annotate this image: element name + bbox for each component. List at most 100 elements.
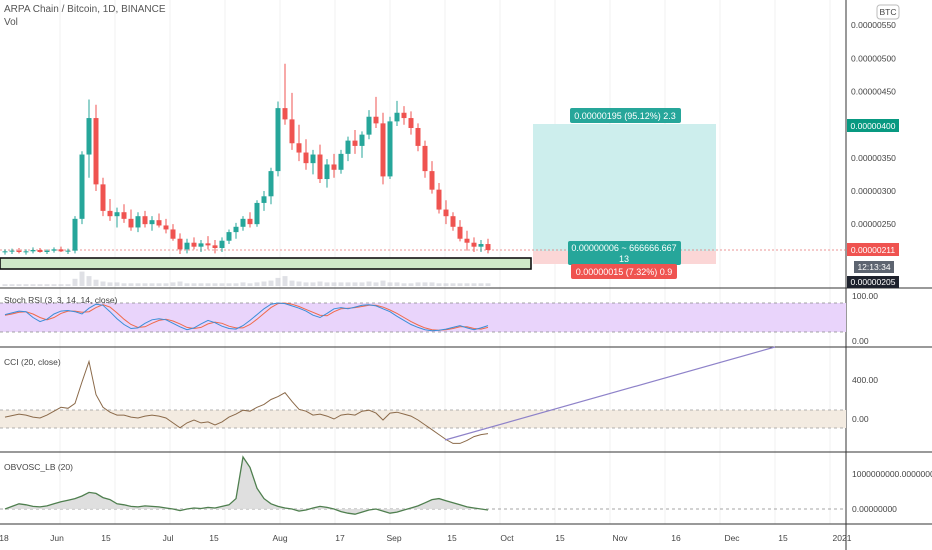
candle bbox=[457, 220, 463, 242]
candle bbox=[163, 218, 169, 234]
cci-label[interactable]: CCI (20, close) bbox=[4, 357, 61, 367]
cci-tick-400: 400.00 bbox=[852, 375, 878, 385]
trend-line[interactable] bbox=[444, 346, 776, 441]
stoch-label[interactable]: Stoch RSI (3, 3, 14, 14, close) bbox=[4, 295, 118, 305]
volume-bar bbox=[401, 283, 407, 286]
volume-bar bbox=[177, 281, 183, 286]
support-zone[interactable] bbox=[0, 257, 532, 270]
loss-label: 0.00000015 (7.32%) 0.9 bbox=[571, 264, 677, 279]
stoch-tick-100: 100.00 bbox=[852, 291, 878, 301]
candle bbox=[184, 238, 190, 254]
volume-bar bbox=[450, 283, 456, 286]
volume-bar bbox=[156, 283, 162, 286]
volume-bar bbox=[331, 282, 337, 286]
candle bbox=[86, 99, 92, 178]
time-label: 15 bbox=[778, 533, 788, 543]
volume-bar bbox=[471, 283, 477, 286]
time-label: Dec bbox=[724, 533, 740, 543]
candle bbox=[240, 216, 246, 231]
time-label: 15 bbox=[209, 533, 219, 543]
volume-legend: Vol bbox=[4, 17, 18, 28]
volume-bar bbox=[9, 284, 15, 286]
obv-tick-0: 0.00000000 bbox=[852, 504, 897, 514]
cci-band bbox=[0, 410, 846, 428]
candle bbox=[387, 116, 393, 180]
volume-bar bbox=[366, 281, 372, 286]
candle bbox=[422, 140, 428, 178]
currency-badge[interactable]: BTC bbox=[876, 4, 900, 20]
volume-bar bbox=[296, 281, 302, 286]
volume-bar bbox=[23, 284, 29, 286]
price-tick: 0.00000500 bbox=[851, 53, 896, 63]
candle bbox=[205, 236, 211, 250]
cci-line bbox=[4, 359, 489, 444]
candle bbox=[303, 139, 309, 170]
volume-bar bbox=[352, 282, 358, 286]
volume-bar bbox=[128, 283, 134, 286]
time-axis: 18 Jun 15 Jul 15 Aug 17 Sep 15 Oct 15 Nov 16 Dec 15 202… bbox=[0, 533, 852, 543]
volume-bar bbox=[359, 282, 365, 286]
volume-bar bbox=[275, 277, 281, 286]
time-label: 15 bbox=[555, 533, 565, 543]
volume-bar bbox=[163, 283, 169, 286]
candle bbox=[9, 248, 15, 254]
chart-title[interactable]: ARPA Chain / Bitcoin, 1D, BINANCE bbox=[4, 4, 166, 15]
volume-bar bbox=[338, 282, 344, 286]
time-label: 16 bbox=[671, 533, 681, 543]
volume-bar bbox=[170, 282, 176, 286]
volume-bar bbox=[485, 283, 491, 286]
volume-bar bbox=[65, 284, 71, 286]
candle bbox=[177, 233, 183, 254]
volume-bar bbox=[212, 283, 218, 286]
volume-bar bbox=[373, 282, 379, 286]
candle bbox=[37, 248, 43, 253]
candle bbox=[142, 210, 148, 228]
candle bbox=[296, 124, 302, 162]
volume-bar bbox=[394, 282, 400, 286]
volume-bar bbox=[93, 279, 99, 286]
volume-bar bbox=[240, 282, 246, 286]
volume-bar bbox=[422, 282, 428, 286]
volume-bar bbox=[478, 283, 484, 286]
svg-text:0.00000006 ~ 666666.667: 0.00000006 ~ 666666.667 bbox=[571, 243, 676, 253]
candle bbox=[450, 212, 456, 231]
candle bbox=[93, 104, 99, 191]
volume-bar bbox=[380, 280, 386, 286]
volume-bar bbox=[135, 283, 141, 286]
candle bbox=[261, 190, 267, 211]
candle bbox=[289, 92, 295, 150]
time-label: Aug bbox=[272, 533, 287, 543]
volume-bar bbox=[247, 283, 253, 286]
volume-bar bbox=[303, 282, 309, 286]
svg-text:0.00000015 (7.32%) 0.9: 0.00000015 (7.32%) 0.9 bbox=[576, 267, 673, 277]
candle bbox=[79, 151, 85, 225]
candle bbox=[429, 161, 435, 194]
candle bbox=[226, 229, 232, 245]
volume-bar bbox=[233, 283, 239, 286]
candle bbox=[114, 207, 120, 228]
cci-tick-0: 0.00 bbox=[852, 414, 869, 424]
candle bbox=[128, 209, 134, 231]
volume-bar bbox=[436, 283, 442, 286]
candle bbox=[464, 230, 470, 251]
candle bbox=[471, 237, 477, 252]
candle bbox=[345, 136, 351, 162]
volume-bar bbox=[58, 284, 64, 286]
candle bbox=[338, 149, 344, 174]
candle bbox=[30, 247, 36, 254]
target-zone[interactable] bbox=[533, 124, 716, 251]
obv-label[interactable]: OBVOSC_LB (20) bbox=[4, 462, 73, 472]
candle bbox=[317, 144, 323, 184]
volume-bar bbox=[289, 280, 295, 286]
svg-text:0.00000195 (95.12%) 2.3: 0.00000195 (95.12%) 2.3 bbox=[574, 111, 676, 121]
volume-bar bbox=[457, 283, 463, 286]
candle bbox=[366, 110, 372, 140]
price-tick: 0.00000300 bbox=[851, 186, 896, 196]
volume-bar bbox=[198, 283, 204, 286]
candle bbox=[282, 63, 288, 125]
candle bbox=[324, 159, 330, 188]
candlesticks bbox=[2, 63, 491, 255]
candle bbox=[352, 129, 358, 154]
candle bbox=[198, 240, 204, 252]
